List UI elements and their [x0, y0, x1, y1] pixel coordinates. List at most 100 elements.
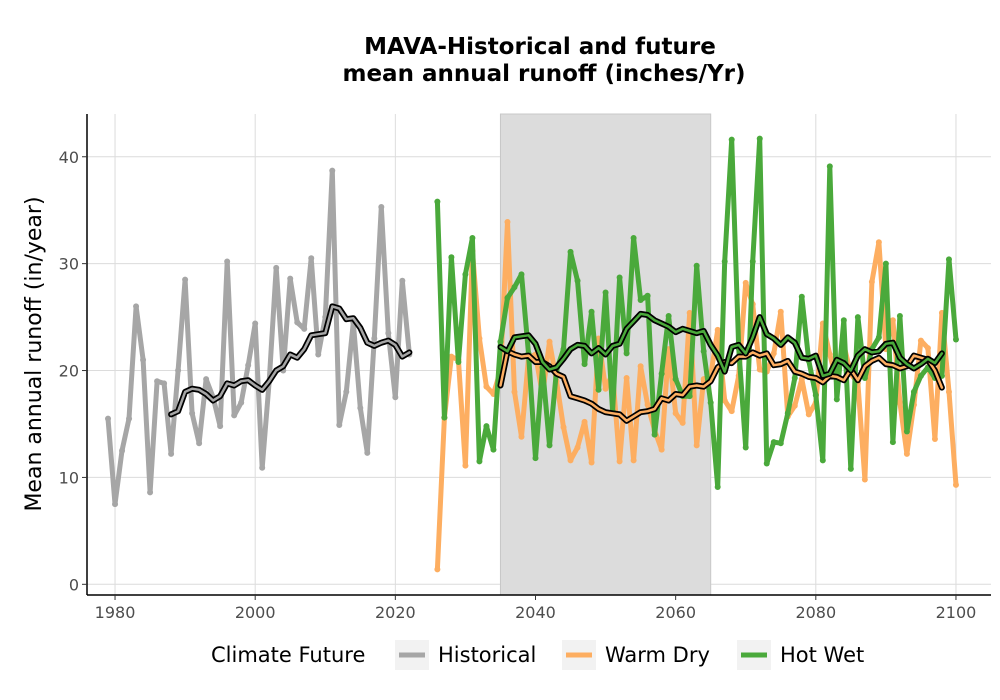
legend: Climate Future Historical Warm Dry Hot Wet — [211, 640, 864, 670]
point-warm-dry-2095 — [917, 337, 924, 344]
point-warm-dry-2092 — [896, 399, 903, 406]
series-core-hot-wet-smoothed — [499, 312, 944, 378]
legend-title: Climate Future — [211, 643, 365, 667]
point-warm-dry-2052 — [616, 458, 623, 465]
point-hot-wet-2080 — [812, 392, 819, 399]
point-historical-1991 — [189, 410, 196, 417]
chart-title: MAVA-Historical and future mean annual r… — [342, 34, 745, 87]
series-hot-wet-smoothed — [497, 310, 945, 379]
point-historical-2016 — [364, 449, 371, 456]
point-historical-1996 — [224, 258, 231, 265]
point-hot-wet-2074 — [770, 439, 777, 446]
point-hot-wet-2089 — [875, 334, 882, 341]
point-hot-wet-2076 — [784, 410, 791, 417]
point-hot-wet-2029 — [455, 358, 462, 365]
point-hot-wet-2033 — [483, 423, 490, 430]
point-historical-1981 — [119, 447, 126, 454]
point-warm-dry-2030 — [462, 462, 469, 469]
point-historical-1982 — [126, 415, 133, 422]
legend-label-historical: Historical — [438, 643, 536, 667]
point-hot-wet-2052 — [616, 274, 623, 281]
x-tick-label-2060: 2060 — [655, 603, 696, 622]
point-hot-wet-2084 — [840, 317, 847, 324]
point-historical-1997 — [231, 412, 238, 419]
point-historical-2018 — [378, 203, 385, 210]
point-hot-wet-2028 — [448, 254, 455, 261]
point-hot-wet-2054 — [630, 234, 637, 241]
point-warm-dry-2100 — [952, 481, 959, 488]
point-hot-wet-2036 — [504, 294, 511, 301]
point-historical-1988 — [168, 450, 175, 457]
x-tick-label-2080: 2080 — [795, 603, 836, 622]
point-hot-wet-2093 — [903, 428, 910, 435]
point-warm-dry-2038 — [518, 433, 525, 440]
point-hot-wet-2085 — [847, 465, 854, 472]
x-tick-label-2000: 2000 — [235, 603, 276, 622]
y-tick-label-30: 30 — [59, 255, 79, 274]
point-warm-dry-2062 — [686, 309, 693, 316]
series-hot-wet — [434, 135, 959, 491]
point-hot-wet-2063 — [693, 262, 700, 269]
point-warm-dry-2055 — [637, 363, 644, 370]
point-hot-wet-2083 — [833, 396, 840, 403]
point-historical-1989 — [175, 367, 182, 374]
point-hot-wet-2050 — [602, 289, 609, 296]
point-warm-dry-2072 — [756, 366, 763, 373]
point-warm-dry-2050 — [602, 385, 609, 392]
point-hot-wet-2092 — [896, 313, 903, 320]
point-historical-2011 — [329, 167, 336, 174]
point-hot-wet-2026 — [434, 198, 441, 205]
point-warm-dry-2077 — [791, 402, 798, 409]
chart-title-line2: mean annual runoff (inches/Yr) — [342, 61, 745, 87]
point-hot-wet-2057 — [651, 431, 658, 438]
point-warm-dry-2096 — [924, 345, 931, 352]
point-historical-2012 — [336, 422, 343, 429]
point-hot-wet-2046 — [574, 277, 581, 284]
point-hot-wet-2048 — [588, 308, 595, 315]
point-historical-1984 — [140, 356, 147, 363]
point-hot-wet-2073 — [763, 460, 770, 467]
legend-item-warm-dry: Warm Dry — [562, 640, 710, 670]
point-hot-wet-2070 — [742, 444, 749, 451]
point-warm-dry-2087 — [861, 476, 868, 483]
point-historical-2006 — [294, 319, 301, 326]
point-hot-wet-2100 — [952, 336, 959, 343]
point-hot-wet-2042 — [546, 442, 553, 449]
point-hot-wet-2062 — [686, 393, 693, 400]
point-hot-wet-2056 — [644, 292, 651, 299]
y-axis-label: Mean annual runoff (in/year) — [22, 196, 47, 511]
point-hot-wet-2034 — [490, 446, 497, 453]
point-historical-1983 — [133, 303, 140, 310]
series-historical — [105, 167, 413, 508]
point-hot-wet-2078 — [798, 293, 805, 300]
point-warm-dry-2061 — [679, 419, 686, 426]
point-hot-wet-2072 — [756, 135, 763, 142]
point-warm-dry-2037 — [511, 388, 518, 395]
point-hot-wet-2095 — [917, 372, 924, 379]
point-warm-dry-2044 — [560, 424, 567, 431]
point-warm-dry-2048 — [588, 459, 595, 466]
x-tick-label-2100: 2100 — [936, 603, 977, 622]
point-warm-dry-2060 — [672, 410, 679, 417]
y-tick-label-40: 40 — [59, 148, 79, 167]
point-historical-2000 — [252, 320, 259, 327]
point-warm-dry-2046 — [574, 444, 581, 451]
point-hot-wet-2067 — [721, 258, 728, 265]
y-tick-label-0: 0 — [69, 575, 79, 594]
point-historical-1987 — [161, 380, 168, 387]
chart-title-line1: MAVA-Historical and future — [364, 34, 716, 60]
point-historical-1999 — [245, 362, 252, 369]
y-tick-label-10: 10 — [59, 468, 79, 487]
point-warm-dry-2045 — [567, 457, 574, 464]
x-tick-label-2020: 2020 — [375, 603, 416, 622]
point-warm-dry-2091 — [889, 317, 896, 324]
point-hot-wet-2082 — [826, 163, 833, 170]
legend-item-hot-wet: Hot Wet — [737, 640, 864, 670]
point-warm-dry-2042 — [546, 338, 553, 345]
point-warm-dry-2053 — [623, 375, 630, 382]
point-historical-1985 — [147, 489, 154, 496]
point-hot-wet-2049 — [595, 386, 602, 393]
point-hot-wet-2081 — [819, 457, 826, 464]
point-historical-2003 — [273, 264, 280, 271]
